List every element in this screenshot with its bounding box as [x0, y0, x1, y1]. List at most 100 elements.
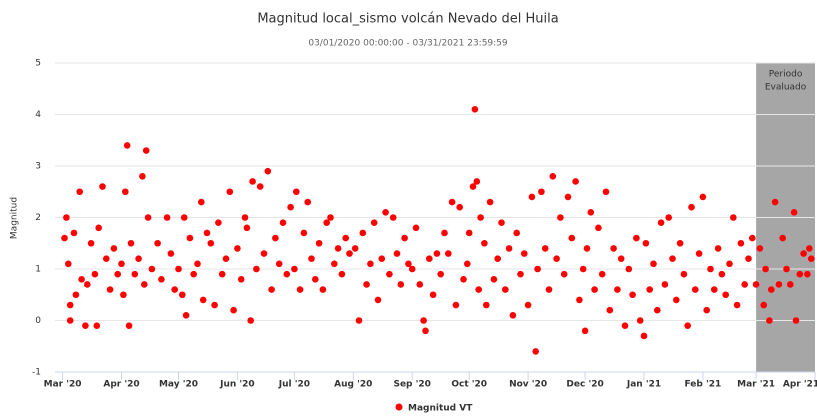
- point: [120, 291, 127, 299]
- x-tick-label: Sep '20: [393, 380, 430, 390]
- point: [334, 245, 342, 252]
- point: [583, 245, 591, 252]
- point: [783, 265, 790, 273]
- point: [110, 245, 118, 252]
- point: [509, 312, 517, 319]
- point: [275, 260, 283, 268]
- point: [699, 193, 707, 201]
- point: [367, 260, 374, 268]
- point: [319, 286, 327, 293]
- point: [351, 245, 359, 252]
- point: [766, 317, 773, 324]
- point: [646, 286, 653, 293]
- point: [680, 270, 688, 278]
- point: [521, 250, 528, 257]
- point: [346, 250, 353, 257]
- point: [222, 255, 230, 262]
- point: [581, 327, 589, 335]
- point: [355, 317, 363, 324]
- point: [517, 270, 524, 278]
- point: [711, 286, 718, 293]
- point: [669, 255, 676, 262]
- point: [695, 250, 703, 257]
- point: [198, 198, 205, 206]
- point: [95, 224, 102, 232]
- band-label: Periodo: [769, 70, 803, 80]
- point: [460, 276, 467, 283]
- point: [300, 229, 308, 237]
- x-tick-label: Mar '20: [44, 380, 82, 390]
- point: [498, 219, 505, 226]
- y-tick-label: 1: [35, 265, 41, 275]
- point: [541, 245, 549, 252]
- point: [327, 214, 334, 221]
- point: [532, 348, 539, 355]
- point: [211, 301, 218, 309]
- point: [186, 234, 194, 242]
- point: [118, 260, 125, 268]
- point: [382, 209, 389, 216]
- point: [477, 214, 484, 221]
- point: [207, 239, 215, 247]
- point: [230, 306, 237, 314]
- point: [338, 270, 346, 278]
- point: [807, 255, 815, 262]
- point: [66, 317, 74, 324]
- point: [180, 214, 188, 221]
- point: [260, 250, 268, 257]
- point: [408, 265, 416, 273]
- point: [247, 317, 254, 324]
- point: [787, 281, 794, 288]
- point: [331, 260, 338, 268]
- point: [87, 239, 95, 247]
- point: [142, 147, 150, 154]
- point: [249, 178, 256, 185]
- point: [576, 296, 583, 304]
- point: [629, 291, 636, 299]
- x-tick-label: Oct '20: [451, 380, 487, 390]
- point: [283, 270, 291, 278]
- point: [66, 301, 74, 309]
- point: [323, 219, 331, 226]
- point: [502, 286, 509, 293]
- point: [296, 286, 304, 293]
- y-tick-label: 2: [35, 213, 41, 223]
- point: [125, 322, 133, 329]
- point: [505, 245, 513, 252]
- point: [722, 291, 729, 299]
- point: [234, 245, 241, 252]
- point: [215, 219, 222, 226]
- point: [241, 214, 249, 221]
- point: [312, 276, 319, 283]
- point: [771, 198, 779, 206]
- x-tick-label: Apr '21: [783, 380, 817, 390]
- point: [106, 286, 114, 293]
- point: [268, 286, 275, 293]
- point: [131, 270, 139, 278]
- point: [464, 260, 471, 268]
- point: [70, 229, 78, 237]
- point: [528, 193, 536, 201]
- point: [359, 229, 367, 237]
- point: [591, 286, 598, 293]
- point: [524, 301, 532, 309]
- point: [154, 239, 161, 247]
- legend-marker: [395, 403, 403, 411]
- point: [610, 245, 617, 252]
- point: [63, 214, 70, 221]
- y-tick-label: 0: [35, 316, 41, 326]
- point: [606, 306, 614, 314]
- point: [595, 224, 602, 232]
- point: [673, 296, 680, 304]
- point: [806, 245, 813, 252]
- x-tick-label: May '20: [159, 380, 198, 390]
- point: [800, 250, 807, 257]
- point: [456, 203, 464, 211]
- point: [91, 270, 99, 278]
- point: [122, 188, 129, 196]
- y-tick-label: 5: [35, 59, 41, 69]
- point: [148, 265, 156, 273]
- point: [762, 265, 769, 273]
- point: [158, 276, 165, 283]
